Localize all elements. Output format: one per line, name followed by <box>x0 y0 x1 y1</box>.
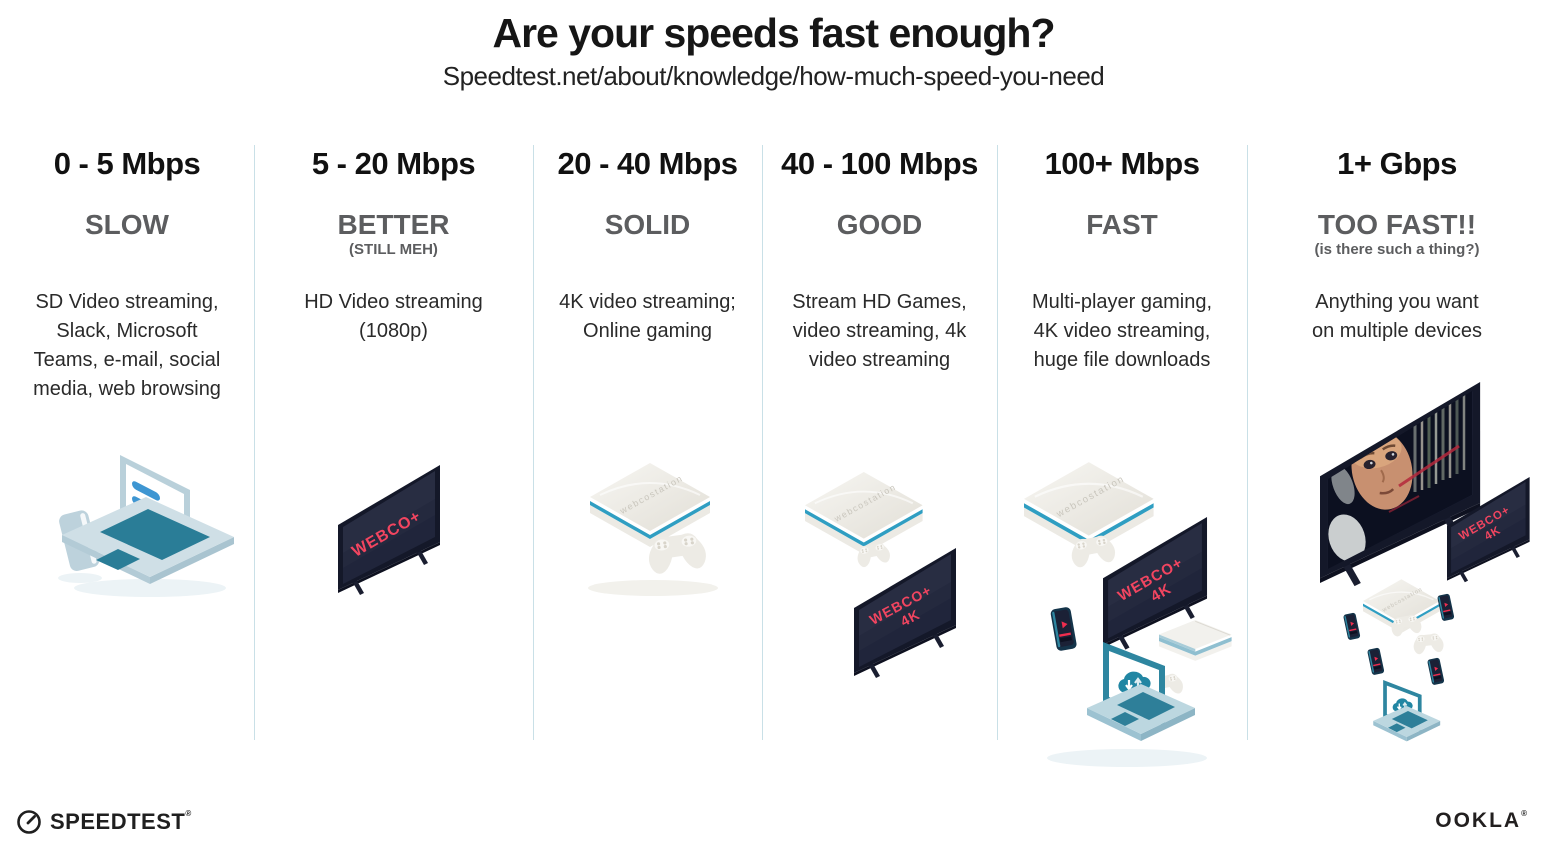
speedometer-gauge-icon <box>17 810 41 834</box>
tier-label: FAST <box>1086 209 1158 240</box>
speed-range: 100+ Mbps <box>1044 146 1200 181</box>
tier-description: Anything you want on multiple devices <box>1311 291 1483 342</box>
svg-text:WEBCO+ 4K: WEBCO+ 4K <box>1457 502 1522 554</box>
speed-column-0-5-mbps: 0 - 5 Mbps SLOW SD Video streaming, Slac… <box>0 140 254 780</box>
speed-range: 40 - 100 Mbps <box>781 146 978 181</box>
speed-columns: 0 - 5 Mbps SLOW SD Video streaming, Slac… <box>0 140 1547 780</box>
speed-column-40-100-mbps: 40 - 100 Mbps GOOD Stream HD Games, vide… <box>762 140 997 780</box>
phone-icon <box>59 510 100 572</box>
tv-brand-label: WEBCO+ <box>1115 554 1186 605</box>
tier-label: TOO FAST!! <box>1317 209 1477 240</box>
tier-label: GOOD <box>836 209 923 240</box>
speedtest-logo: SPEEDTEST® <box>16 809 192 835</box>
tv-4k-label: 4K <box>1148 580 1175 605</box>
page-subtitle-url: Speedtest.net/about/knowledge/how-much-s… <box>442 61 1105 92</box>
column-divider <box>762 145 763 740</box>
page-title: Are your speeds fast enough? <box>492 10 1055 56</box>
tv-brand-label: WEBCO+ <box>867 582 934 628</box>
speed-range: 0 - 5 Mbps <box>53 146 201 181</box>
page-header: Are your speeds fast enough? Speedtest.n… <box>0 10 1547 92</box>
tier-label: BETTER <box>337 209 450 240</box>
registered-mark: ® <box>185 809 192 818</box>
column-divider <box>1247 145 1248 740</box>
astronaut-face <box>1350 430 1413 510</box>
tier-description: Multi-player gaming, 4K video streaming,… <box>1031 291 1213 371</box>
svg-text:WEBCO+ 4K: WEBCO+ 4K <box>867 579 946 641</box>
column-divider <box>533 145 534 740</box>
tier-note: (is there such a thing?) <box>1314 241 1480 259</box>
ookla-wordmark: OOKLA® <box>1435 809 1529 832</box>
tv-4k-label: 4K <box>1483 524 1503 543</box>
tv-4k-label: 4K <box>898 606 923 629</box>
svg-text:WEBCO+ 4K: WEBCO+ 4K <box>1115 551 1199 619</box>
tier-description: 4K video streaming; Online gaming <box>559 291 736 342</box>
chat-laptop-icon <box>62 455 234 584</box>
ookla-logo: OOKLA® <box>1435 809 1529 833</box>
speed-column-5-20-mbps: 5 - 20 Mbps BETTER (STILL MEH) HD Video … <box>254 140 533 780</box>
tier-description: Stream HD Games, video streaming, 4k vid… <box>792 291 967 371</box>
tier-description: HD Video streaming (1080p) <box>304 291 483 342</box>
tv-brand-label: WEBCO+ <box>1457 504 1512 543</box>
speedtest-wordmark: SPEEDTEST® <box>50 809 192 834</box>
speed-column-1-plus-gbps: 1+ Gbps TOO FAST!! (is there such a thin… <box>1247 140 1547 780</box>
tv-brand-label: WEBCO+ <box>349 508 424 561</box>
movie-scene-astronaut <box>1328 391 1472 569</box>
tier-label: SOLID <box>604 209 691 240</box>
registered-mark: ® <box>1521 809 1529 818</box>
tier-note: (STILL MEH) <box>349 241 438 259</box>
speed-column-100-plus-mbps: 100+ Mbps FAST Multi-player gaming, 4K v… <box>997 140 1247 780</box>
speed-range: 1+ Gbps <box>1337 146 1457 181</box>
speed-range: 5 - 20 Mbps <box>311 146 476 181</box>
speed-range: 20 - 40 Mbps <box>557 146 738 181</box>
column-divider <box>997 145 998 740</box>
chat-bubbles-icon <box>132 481 174 532</box>
tier-label: SLOW <box>85 209 169 240</box>
speed-column-20-40-mbps: 20 - 40 Mbps SOLID 4K video streaming; O… <box>533 140 762 780</box>
tier-description: SD Video streaming, Slack, Microsoft Tea… <box>33 291 221 400</box>
column-divider <box>254 145 255 740</box>
